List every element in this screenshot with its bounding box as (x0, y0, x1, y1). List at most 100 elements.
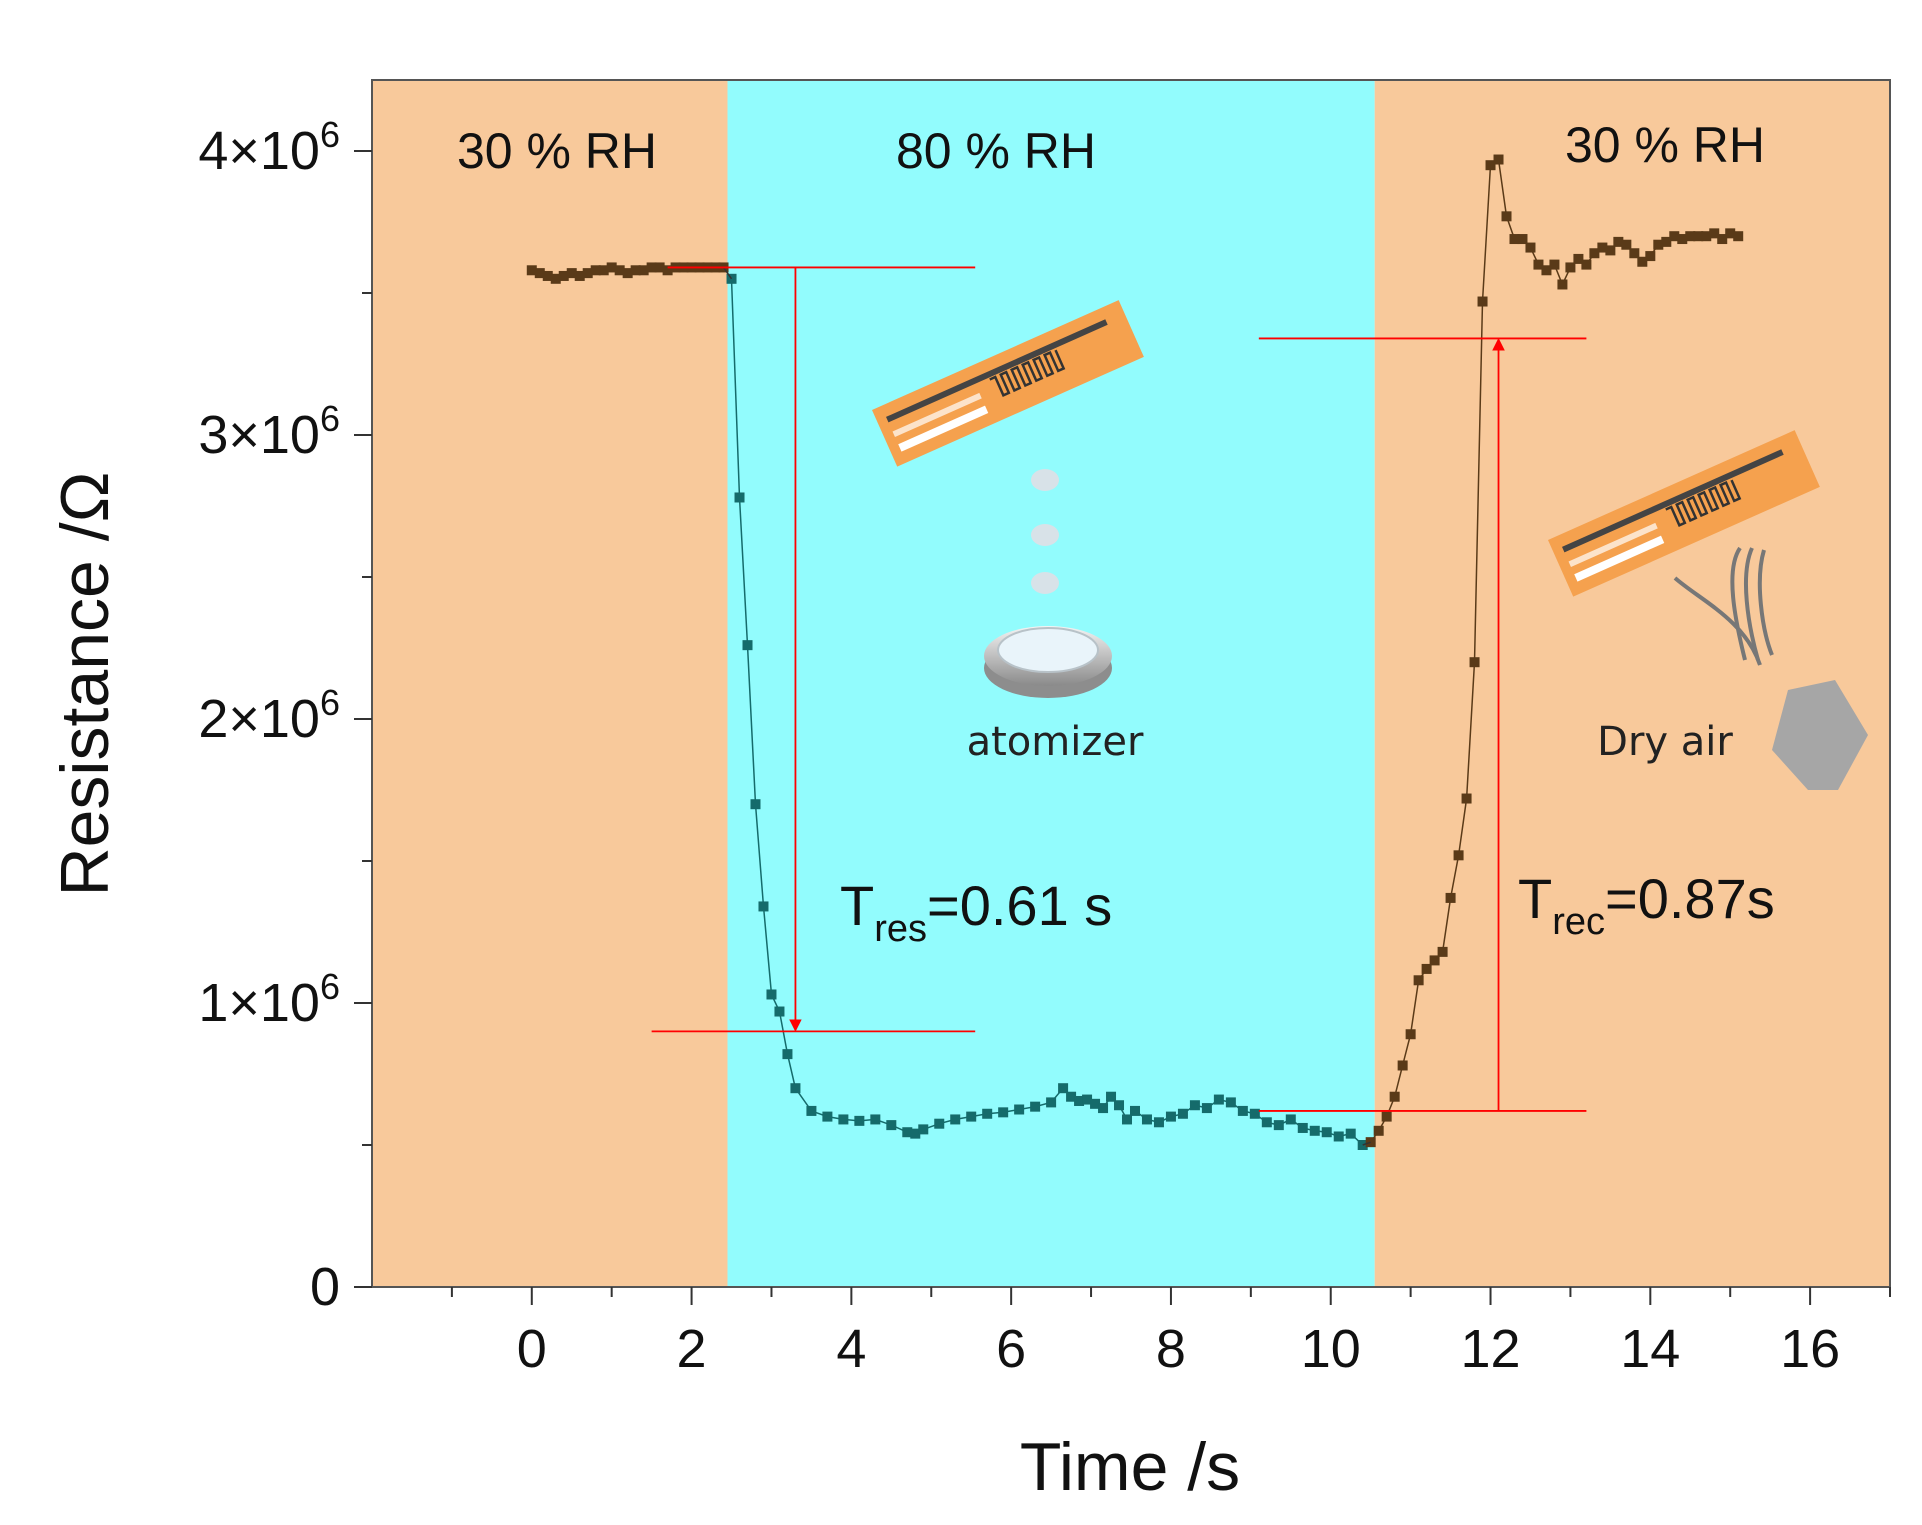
data-point (1122, 1114, 1133, 1125)
data-point (1485, 160, 1496, 171)
data-point (1581, 259, 1592, 270)
data-point (1653, 239, 1664, 250)
data-point (1225, 1097, 1236, 1108)
data-point (590, 265, 601, 276)
data-point (1509, 234, 1520, 245)
data-point (606, 262, 617, 273)
data-point (870, 1114, 881, 1125)
connector-line (1362, 1141, 1371, 1146)
data-point (1533, 259, 1544, 270)
data-point (614, 265, 625, 276)
data-point (1621, 239, 1632, 250)
data-point (534, 268, 545, 279)
y-tick-label: 3×106 (198, 398, 340, 465)
data-point (1413, 975, 1424, 986)
data-point (1501, 211, 1512, 222)
data-point (1445, 892, 1456, 903)
time-annotation-lines (651, 266, 1587, 1112)
y-tick-label: 4×106 (198, 114, 340, 181)
data-point (1082, 1094, 1093, 1105)
connector-line (722, 267, 733, 280)
data-point (1453, 850, 1464, 861)
data-point (1701, 231, 1712, 242)
region-0 (372, 80, 728, 1287)
atomizer-icon (984, 626, 1112, 698)
data-point (566, 268, 577, 279)
data-point (1389, 1091, 1400, 1102)
data-point (1114, 1100, 1125, 1111)
data-point (1141, 1114, 1152, 1125)
data-point (1605, 245, 1616, 256)
data-point (1321, 1127, 1332, 1138)
data-point (1201, 1103, 1212, 1114)
data-point (662, 265, 673, 276)
data-point (838, 1114, 849, 1125)
data-point (1397, 1060, 1408, 1071)
data-point (1261, 1117, 1272, 1128)
x-tick-label: 6 (996, 1319, 1026, 1379)
data-point (1693, 231, 1704, 242)
data-point (638, 265, 649, 276)
dry-air-label: Dry air (1597, 719, 1733, 765)
data-point (1525, 242, 1536, 253)
data-point (950, 1114, 961, 1125)
data-point (766, 989, 777, 1000)
region-2 (1374, 80, 1890, 1287)
x-tick-label: 16 (1780, 1319, 1840, 1379)
data-point (582, 268, 593, 279)
series-1 (726, 273, 1368, 1150)
data-point (1129, 1105, 1140, 1116)
data-point (1273, 1120, 1284, 1131)
data-point (934, 1118, 945, 1129)
data-point (622, 268, 633, 279)
data-point (790, 1083, 801, 1094)
data-point (1429, 955, 1440, 966)
data-point (998, 1107, 1009, 1118)
data-point (1177, 1108, 1188, 1119)
data-point (1333, 1131, 1344, 1142)
data-point (1213, 1094, 1224, 1105)
region-label-recovery: 30 % RH (1565, 117, 1765, 173)
data-point (1677, 234, 1688, 245)
data-point (758, 901, 769, 912)
data-point (822, 1111, 833, 1122)
y-tick-label: 2×106 (198, 682, 340, 749)
data-point (1309, 1125, 1320, 1136)
data-point (1557, 279, 1568, 290)
data-point (966, 1111, 977, 1122)
x-axis-title: Time /s (1020, 1429, 1240, 1505)
data-point (1613, 236, 1624, 247)
data-point (542, 270, 553, 281)
plot-frame (371, 79, 1891, 1288)
data-point (734, 492, 745, 503)
data-point (806, 1105, 817, 1116)
data-point (646, 262, 657, 273)
data-point (1565, 262, 1576, 273)
data-point (1421, 963, 1432, 974)
data-point (1014, 1104, 1025, 1115)
data-point (918, 1124, 929, 1135)
data-point (1074, 1095, 1085, 1106)
sensor-chip-illustration (872, 300, 1144, 467)
x-tick-label: 10 (1301, 1319, 1361, 1379)
droplets-illustration (1031, 469, 1059, 594)
data-point (1597, 242, 1608, 253)
dry-air-source-icon (1772, 680, 1868, 790)
series-connectors (722, 267, 1371, 1146)
region-label-initial: 30 % RH (457, 123, 657, 179)
x-tick-label: 0 (517, 1319, 547, 1379)
data-point (1637, 256, 1648, 267)
data-point (750, 799, 761, 810)
data-point (1477, 296, 1488, 307)
air-flow-icon (1673, 546, 1774, 666)
data-point (574, 270, 585, 281)
x-tick-label: 8 (1156, 1319, 1186, 1379)
data-point (1685, 231, 1696, 242)
data-point (1469, 657, 1480, 668)
data-point (1661, 236, 1672, 247)
data-point (742, 640, 753, 651)
data-point (654, 262, 665, 273)
data-point (1297, 1122, 1308, 1133)
response-time-label: Tres=0.61 s (840, 874, 1112, 950)
y-tick-label: 0 (310, 1257, 340, 1317)
